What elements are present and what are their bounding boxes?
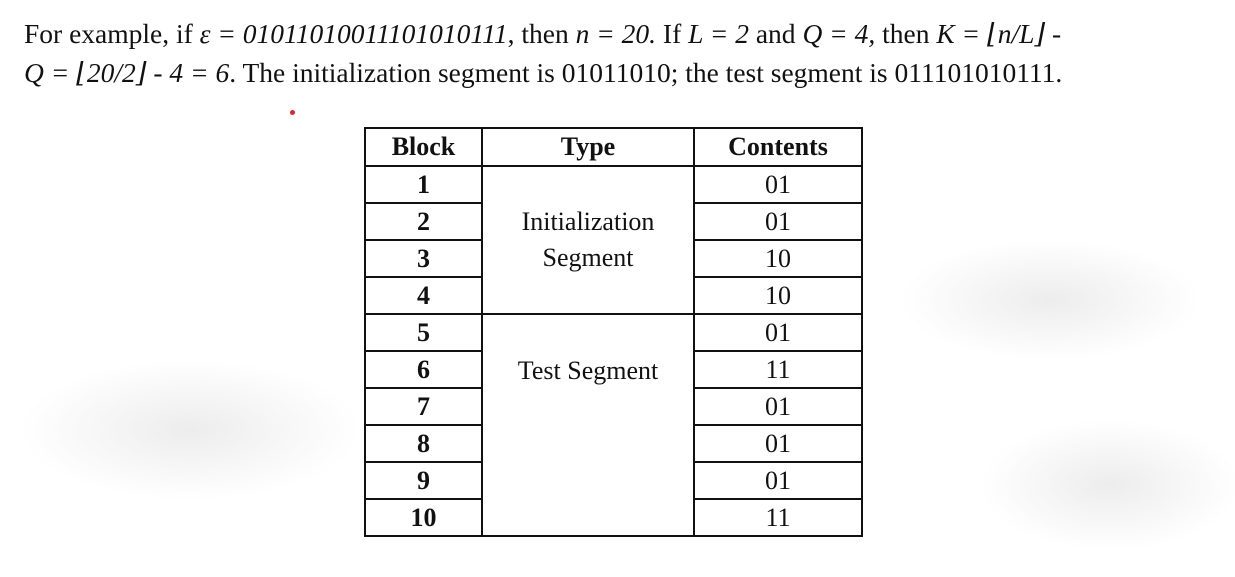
background-smudge (900, 240, 1200, 360)
type-test-segment: Test Segment (481, 313, 695, 537)
header-block: Block (364, 127, 483, 167)
table-row: 9 01 (364, 461, 863, 500)
block-table: Block Type Contents 1 Initialization Seg… (364, 127, 863, 537)
table-row: 3 10 (364, 239, 863, 278)
q-expression: Q = 4, (802, 18, 876, 49)
type-label-line: Test Segment (517, 356, 659, 385)
block-contents: 10 (693, 239, 863, 278)
block-number: 5 (364, 313, 483, 352)
block-contents: 01 (693, 424, 863, 463)
block-contents: 11 (693, 498, 863, 537)
text-segment: , then (507, 18, 576, 49)
block-number: 3 (364, 239, 483, 278)
block-number: 7 (364, 387, 483, 426)
type-label-line: Segment (542, 243, 634, 272)
block-contents: 01 (693, 202, 863, 241)
table-row: 4 10 (364, 276, 863, 315)
text-segment: For example, if (24, 18, 200, 49)
paragraph-line-1: For example, if ε = 01011010011101010111… (24, 14, 1219, 53)
table-row: 8 01 (364, 424, 863, 463)
block-contents: 01 (693, 313, 863, 352)
block-contents: 01 (693, 387, 863, 426)
table-row: 7 01 (364, 387, 863, 426)
text-segment: . The initialization segment is 01011010… (229, 57, 1063, 88)
block-contents: 01 (693, 165, 863, 204)
example-paragraph: For example, if ε = 01011010011101010111… (24, 14, 1219, 92)
block-number: 2 (364, 202, 483, 241)
q-formula: Q = ⌊20/2⌋ - 4 = 6 (24, 57, 230, 88)
block-contents: 01 (693, 461, 863, 500)
text-segment: then (875, 18, 937, 49)
table-row: 6 11 (364, 350, 863, 389)
block-contents: 11 (693, 350, 863, 389)
block-number: 4 (364, 276, 483, 315)
table-row: 1 Initialization Segment 01 (364, 165, 863, 315)
type-label-line: Initialization (521, 207, 655, 236)
header-type: Type (481, 127, 695, 167)
background-smudge (20, 360, 360, 500)
table-row: 2 01 (364, 202, 863, 241)
l-expression: L = 2 (688, 18, 749, 49)
epsilon-expression: ε = 01011010011101010111 (199, 18, 508, 49)
n-expression: n = 20. (575, 18, 657, 49)
text-segment: If (656, 18, 689, 49)
background-smudge (980, 420, 1235, 550)
table-header-row: Block Type Contents (364, 127, 863, 167)
block-number: 6 (364, 350, 483, 389)
block-number: 9 (364, 461, 483, 500)
block-contents: 10 (693, 276, 863, 315)
block-number: 8 (364, 424, 483, 463)
block-number: 1 (364, 165, 483, 204)
table-row: 10 11 (364, 498, 863, 537)
red-dot-mark (290, 110, 295, 115)
paragraph-line-2: Q = ⌊20/2⌋ - 4 = 6. The initialization s… (24, 53, 1219, 92)
k-expression: K = ⌊n/L⌋ - (936, 18, 1062, 49)
header-contents: Contents (693, 127, 863, 167)
text-segment: and (748, 18, 803, 49)
table-row: 5 Test Segment 01 (364, 313, 863, 537)
block-number: 10 (364, 498, 483, 537)
type-initialization-segment: Initialization Segment (481, 165, 695, 315)
